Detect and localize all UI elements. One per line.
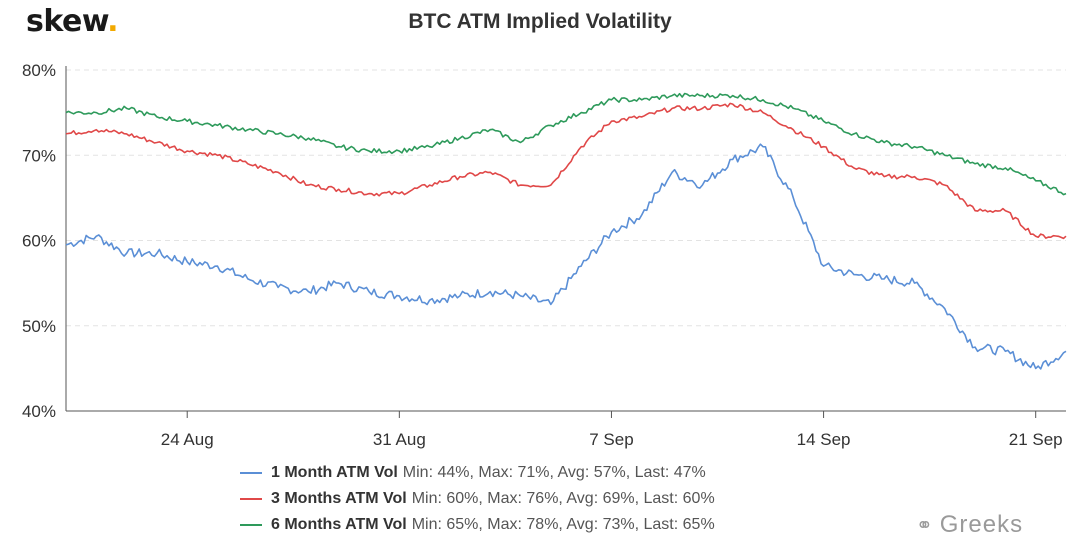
- legend-item-1-month[interactable]: 1 Month ATM Vol Min: 44%, Max: 71%, Avg:…: [240, 460, 715, 486]
- y-tick-label: 50%: [22, 317, 56, 336]
- series-line-6-months-atm-vol: [65, 92, 1067, 196]
- skew-logo: skew.: [26, 4, 119, 39]
- legend-stats-3-months: Min: 60%, Max: 76%, Avg: 69%, Last: 60%: [411, 490, 715, 507]
- wechat-icon: ⚭: [916, 514, 934, 537]
- x-tick-label: 31 Aug: [373, 430, 426, 449]
- legend-swatch-3-months: [240, 498, 262, 500]
- x-tick-label: 21 Sep: [1009, 430, 1063, 449]
- series-line-1-month-atm-vol: [65, 143, 1067, 370]
- watermark-text: Greeks: [939, 511, 1024, 538]
- watermark: ⚭ Greeks: [916, 511, 1023, 539]
- legend-label-6-months: 6 Months ATM Vol: [271, 516, 407, 533]
- x-tick-label: 24 Aug: [161, 430, 214, 449]
- legend-swatch-1-month: [240, 472, 262, 474]
- x-tick-label: 7 Sep: [589, 430, 633, 449]
- legend-label-3-months: 3 Months ATM Vol: [271, 490, 407, 507]
- legend-stats-1-month: Min: 44%, Max: 71%, Avg: 57%, Last: 47%: [402, 464, 706, 481]
- legend-label-1-month: 1 Month ATM Vol: [271, 464, 398, 481]
- legend-item-3-months[interactable]: 3 Months ATM Vol Min: 60%, Max: 76%, Avg…: [240, 486, 715, 512]
- legend-stats-6-months: Min: 65%, Max: 78%, Avg: 73%, Last: 65%: [411, 516, 715, 533]
- y-tick-label: 70%: [22, 146, 56, 165]
- series-line-3-months-atm-vol: [65, 102, 1067, 240]
- x-tick-label: 14 Sep: [797, 430, 851, 449]
- y-tick-label: 60%: [22, 232, 56, 251]
- y-tick-label: 80%: [22, 61, 56, 80]
- y-tick-label: 40%: [22, 402, 56, 421]
- legend-item-6-months[interactable]: 6 Months ATM Vol Min: 65%, Max: 78%, Avg…: [240, 512, 715, 538]
- chart-legend: 1 Month ATM Vol Min: 44%, Max: 71%, Avg:…: [240, 460, 715, 538]
- chart-title: BTC ATM Implied Volatility: [408, 10, 672, 33]
- legend-swatch-6-months: [240, 524, 262, 526]
